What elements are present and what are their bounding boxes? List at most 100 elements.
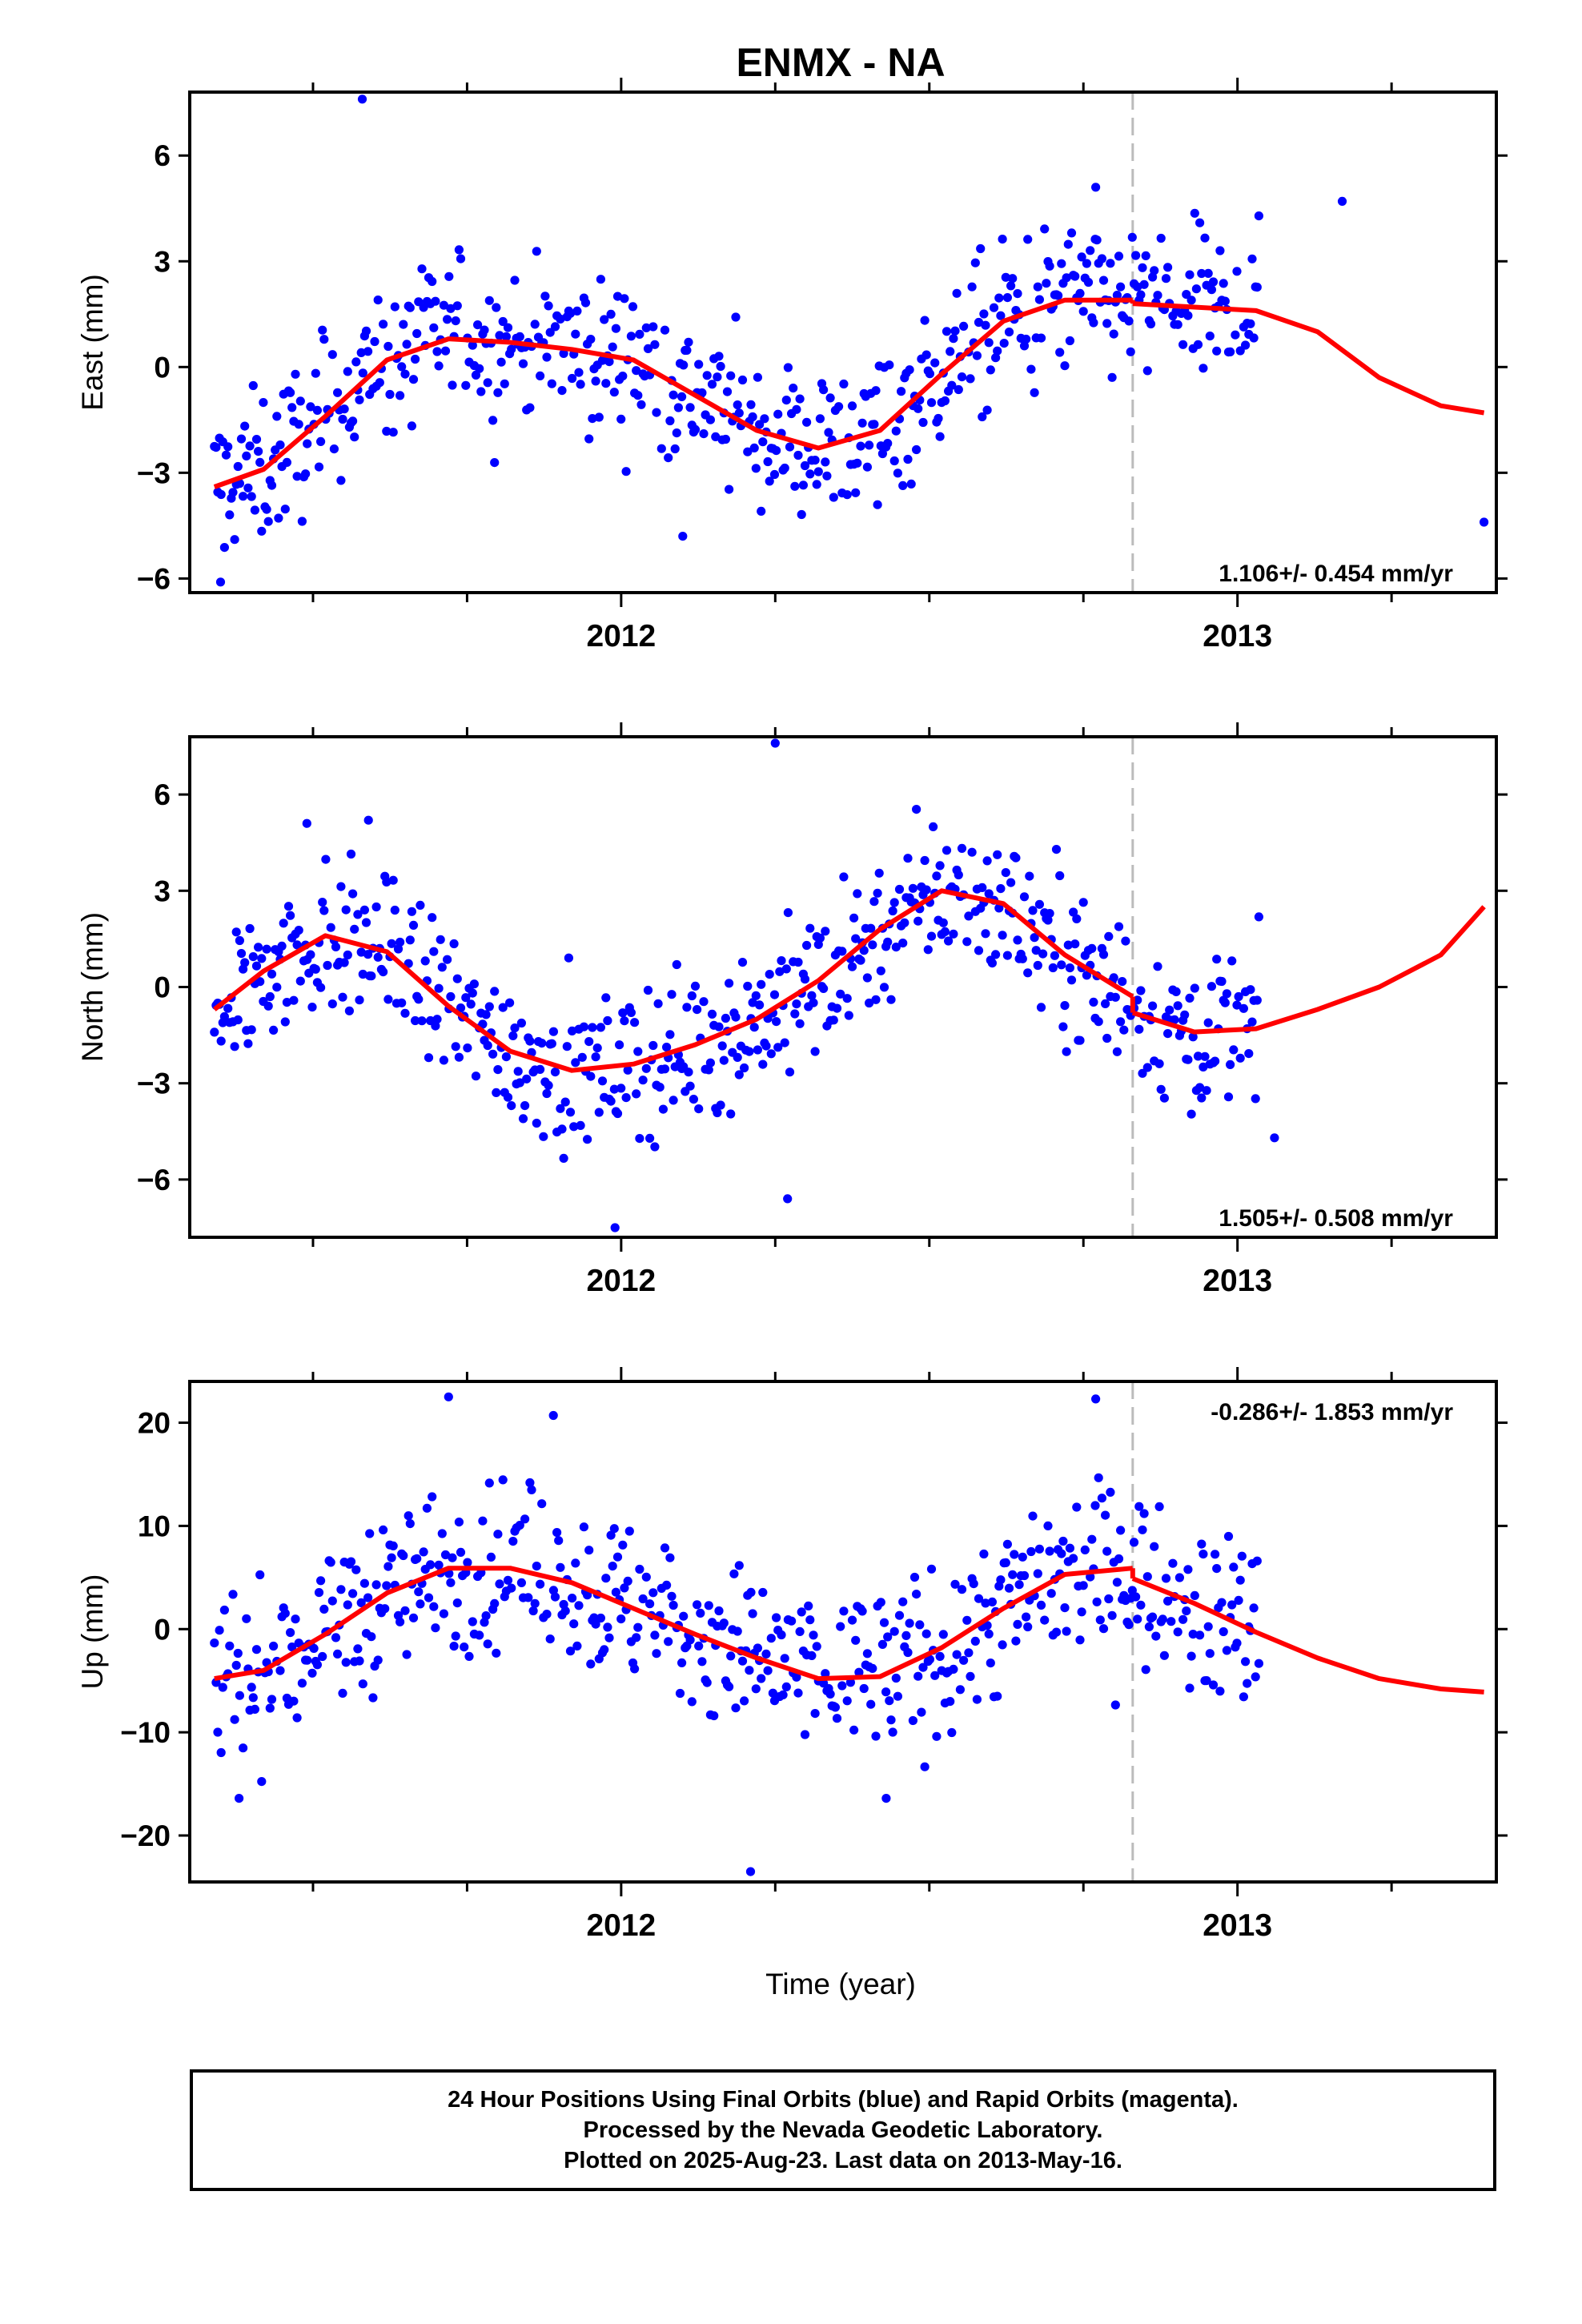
data-point (1072, 914, 1082, 923)
data-point (714, 1022, 724, 1031)
data-point (436, 935, 445, 944)
data-point (879, 983, 889, 992)
data-point (891, 426, 901, 436)
data-point (1158, 1614, 1167, 1624)
data-point (1124, 316, 1134, 326)
data-point (1188, 1032, 1198, 1042)
data-point (1008, 274, 1018, 283)
data-point (1046, 1589, 1056, 1598)
data-point (248, 952, 258, 962)
data-point (515, 1521, 524, 1530)
data-point (503, 323, 513, 332)
panel-1: East (mm) −6 −3 0 3 6 2012 2013 1.106+/- 0.454 m… (76, 78, 1508, 653)
data-point (1077, 252, 1086, 262)
data-point (583, 1135, 592, 1144)
footer-box: 24 Hour Positions Using Final Orbits (bl… (190, 2069, 1496, 2191)
data-point (751, 464, 761, 473)
data-point (446, 991, 456, 1002)
data-point (429, 947, 439, 956)
data-point (1077, 1607, 1086, 1617)
data-point (1090, 1501, 1100, 1510)
data-point (476, 387, 486, 396)
data-point (451, 1631, 460, 1641)
data-point (355, 995, 364, 1005)
data-point (694, 360, 704, 369)
data-point (390, 905, 400, 915)
data-point (1006, 878, 1016, 887)
data-point (572, 306, 582, 316)
data-point (839, 379, 849, 389)
data-point (569, 1122, 579, 1132)
data-point (289, 995, 299, 1005)
data-point (885, 360, 894, 370)
data-point (592, 1043, 602, 1053)
data-point (618, 372, 628, 381)
data-point (1002, 293, 1012, 303)
data-point (705, 415, 716, 424)
data-point (373, 1655, 383, 1665)
data-point (638, 1076, 648, 1085)
data-point (263, 1001, 273, 1011)
data-point (648, 322, 658, 332)
data-point (824, 428, 833, 437)
data-point (580, 298, 591, 308)
data-point (505, 998, 515, 1007)
data-point (361, 918, 371, 927)
footer-line-3: Plotted on 2025-Aug-23. Last data on 201… (564, 2148, 1122, 2173)
data-point (705, 1058, 716, 1068)
data-point (1180, 1010, 1190, 1019)
data-point (734, 1561, 744, 1570)
data-point (1190, 983, 1199, 993)
data-point (1200, 233, 1210, 243)
data-point (355, 1656, 364, 1666)
data-point (1173, 320, 1182, 329)
data-point (999, 339, 1009, 348)
data-point (1154, 1059, 1164, 1068)
data-point (327, 350, 337, 360)
data-point (993, 346, 1002, 356)
data-point (532, 1562, 541, 1571)
data-point (316, 1576, 326, 1586)
data-point (1150, 1542, 1159, 1551)
data-point (685, 1081, 695, 1091)
data-point (957, 843, 967, 853)
data-point (312, 405, 322, 415)
data-point (1193, 340, 1203, 349)
data-point (311, 368, 320, 378)
data-point (312, 1660, 322, 1670)
data-point (536, 1579, 545, 1589)
data-point (1112, 1578, 1122, 1587)
data-point (912, 805, 921, 814)
data-point (981, 1598, 990, 1608)
data-point (978, 883, 987, 892)
data-point (434, 361, 444, 371)
data-point (921, 350, 931, 360)
data-point (341, 1658, 351, 1667)
data-point (694, 1104, 704, 1114)
data-point (925, 369, 934, 379)
data-point (350, 432, 359, 442)
data-point (280, 1017, 290, 1027)
data-point (265, 1703, 275, 1713)
data-point (498, 316, 508, 327)
data-point (225, 510, 235, 520)
data-point (1062, 1626, 1071, 1636)
data-point (847, 1615, 857, 1625)
data-point (935, 432, 945, 441)
data-point (1138, 1068, 1147, 1078)
data-point (327, 999, 337, 1009)
data-point (726, 371, 736, 380)
data-points (210, 1392, 1263, 1876)
data-point (1173, 1001, 1182, 1011)
data-point (1043, 1521, 1053, 1530)
data-point (568, 1026, 577, 1035)
data-point (1146, 319, 1156, 329)
data-point (851, 934, 861, 943)
data-point (306, 402, 315, 412)
data-point (678, 532, 688, 541)
data-point (1091, 1394, 1101, 1404)
data-point (1025, 871, 1034, 881)
data-point (560, 1606, 570, 1616)
data-point (748, 1609, 757, 1618)
data-point (1129, 1538, 1139, 1547)
